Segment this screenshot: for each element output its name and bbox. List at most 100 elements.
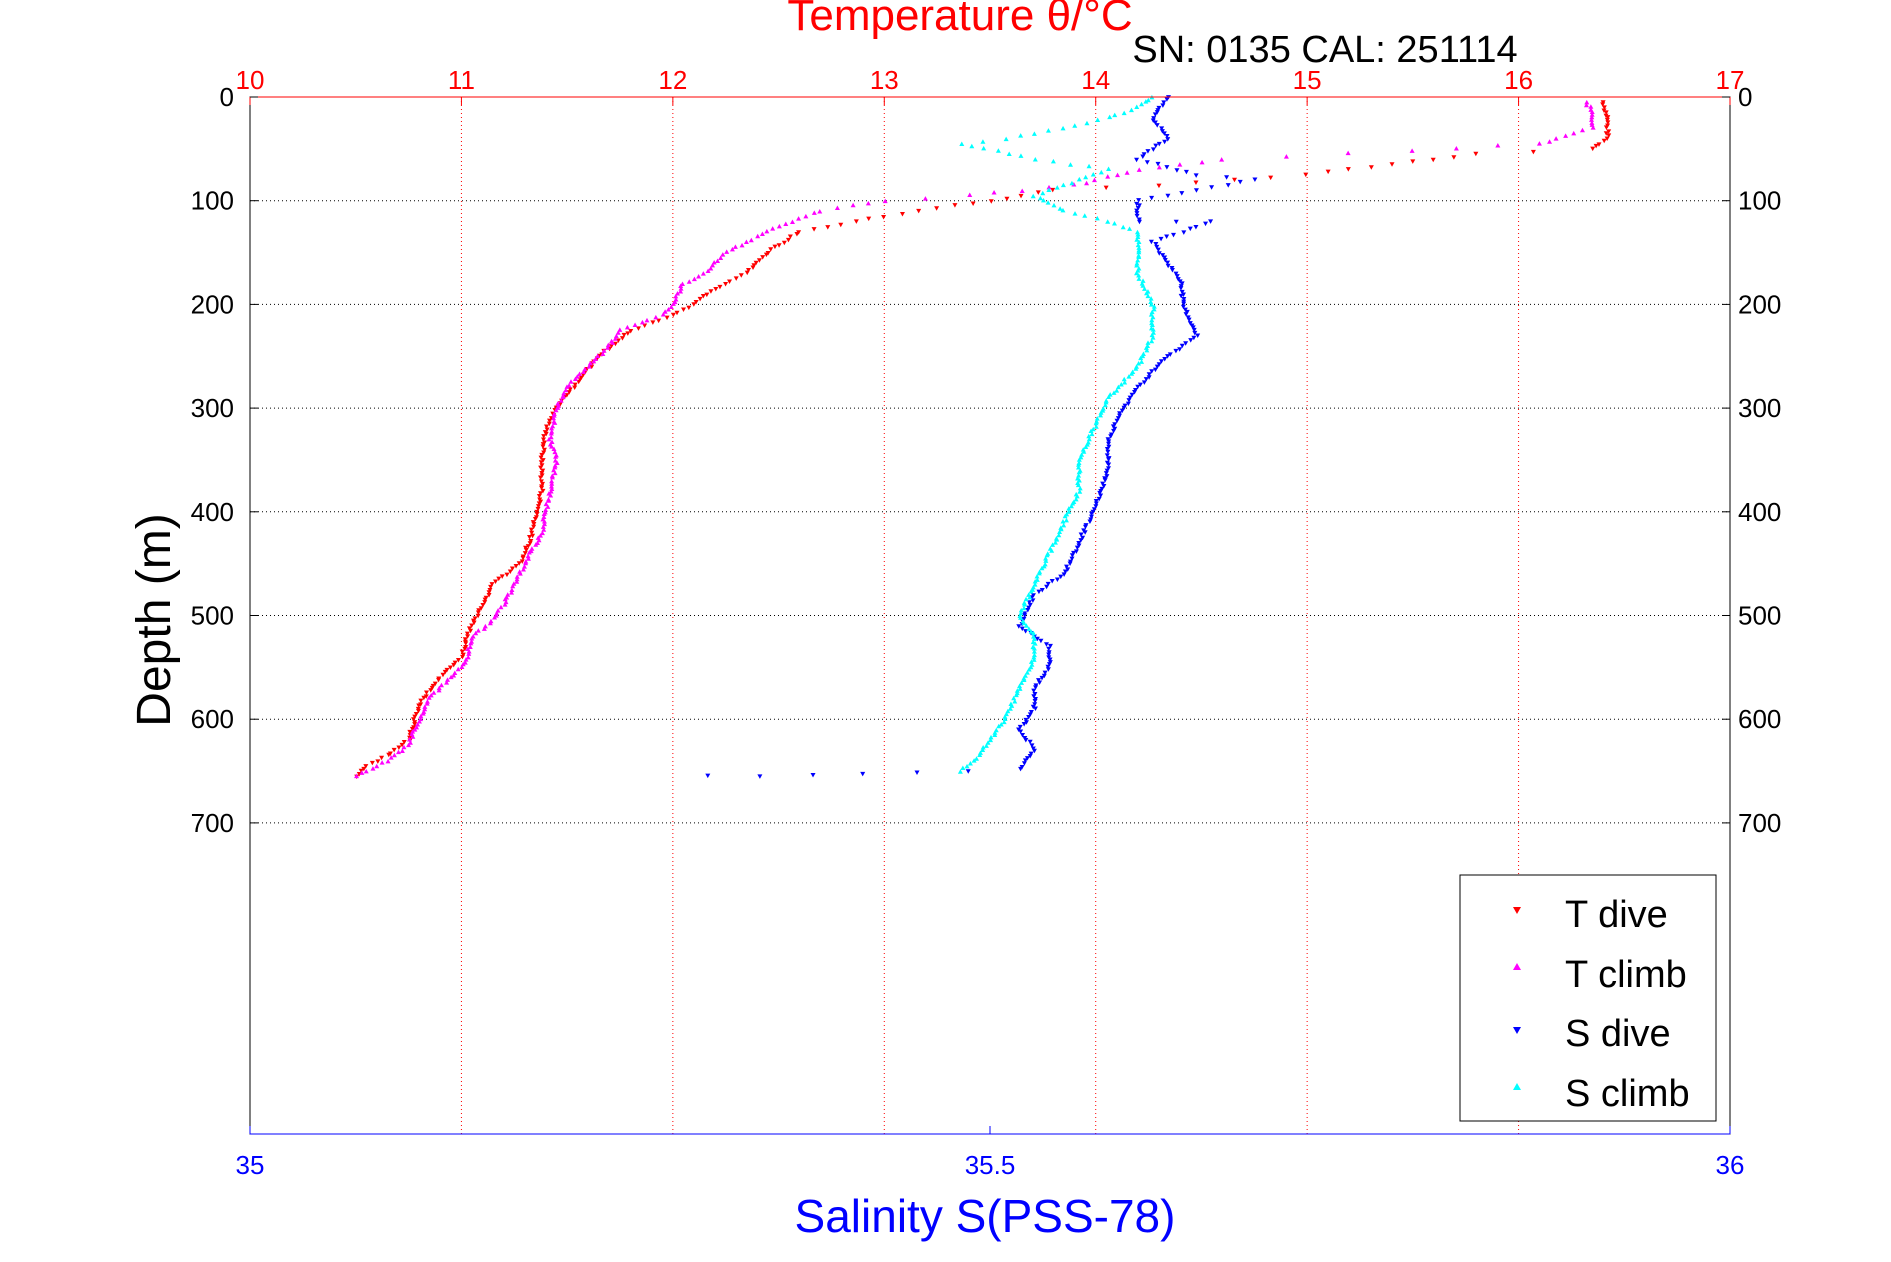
data-point: [619, 336, 625, 341]
temperature-tick-label: 10: [236, 65, 265, 95]
data-point: [1098, 410, 1104, 415]
data-point: [1190, 325, 1196, 330]
data-point: [539, 485, 545, 491]
data-point: [850, 202, 856, 208]
data-point: [1124, 170, 1130, 175]
data-point: [1069, 553, 1075, 558]
data-point: [412, 727, 418, 732]
data-point: [673, 293, 679, 299]
data-point: [1134, 213, 1140, 219]
data-point: [1589, 109, 1595, 115]
data-point: [1128, 107, 1134, 113]
data-point: [1127, 226, 1133, 231]
data-point: [1181, 301, 1187, 307]
data-point: [1030, 598, 1036, 603]
data-point: [1058, 574, 1064, 580]
depth-tick-label-right: 400: [1738, 497, 1781, 527]
data-point: [1604, 117, 1610, 123]
data-point: [1136, 254, 1142, 260]
data-point: [1154, 110, 1160, 115]
data-point: [1165, 354, 1171, 359]
data-point: [359, 770, 365, 775]
data-point: [548, 488, 554, 494]
data-point: [670, 301, 676, 306]
data-point: [1179, 191, 1185, 196]
data-point: [653, 314, 659, 320]
data-point: [538, 460, 544, 465]
legend-label-s-climb: S climb: [1565, 1073, 1690, 1115]
data-point: [374, 763, 380, 769]
data-point: [1160, 253, 1166, 258]
data-point: [1193, 225, 1199, 230]
data-point: [763, 252, 769, 258]
data-point: [1179, 289, 1185, 295]
data-point: [718, 255, 724, 260]
data-point: [1004, 196, 1010, 202]
data-point: [1173, 219, 1179, 225]
data-point: [517, 571, 523, 576]
data-point: [988, 199, 994, 204]
data-point: [563, 387, 569, 393]
data-point: [1083, 444, 1089, 450]
data-point: [1032, 706, 1038, 712]
data-point: [1056, 532, 1062, 538]
data-point: [552, 458, 558, 463]
data-point: [1603, 125, 1609, 130]
data-point: [1209, 185, 1215, 190]
data-point: [1046, 184, 1052, 190]
data-point: [1137, 382, 1143, 388]
data-point: [1020, 732, 1026, 738]
data-point: [1093, 501, 1099, 506]
data-point: [428, 692, 434, 698]
data-point: [1042, 670, 1048, 676]
data-point: [1034, 574, 1040, 579]
data-point: [1057, 529, 1063, 535]
data-point: [1064, 564, 1070, 570]
data-point: [502, 596, 508, 602]
data-point: [1060, 518, 1066, 524]
data-point: [1071, 550, 1077, 556]
data-point: [1179, 281, 1185, 286]
data-point: [1410, 159, 1416, 164]
data-point: [700, 293, 706, 299]
data-point: [1589, 112, 1595, 117]
data-point: [1547, 139, 1553, 144]
data-point: [1171, 232, 1177, 238]
data-point: [617, 327, 623, 332]
data-point: [1164, 133, 1170, 139]
data-point: [899, 212, 905, 217]
data-point: [558, 398, 564, 403]
data-point: [375, 759, 381, 764]
data-point: [1191, 327, 1197, 333]
data-point: [1032, 691, 1038, 697]
data-point: [1047, 657, 1053, 663]
data-point: [1345, 167, 1351, 172]
data-point: [760, 255, 766, 260]
data-point: [1596, 142, 1602, 147]
data-point: [723, 282, 729, 287]
data-point: [1111, 390, 1117, 395]
data-point: [586, 364, 592, 369]
data-point: [572, 385, 578, 390]
temperature-tick-label: 11: [448, 65, 475, 95]
data-point: [540, 488, 546, 494]
data-point: [660, 311, 666, 317]
data-point: [974, 756, 980, 761]
data-point: [1203, 221, 1209, 227]
data-point: [1076, 541, 1082, 546]
data-point: [1179, 343, 1185, 349]
data-point: [1150, 335, 1156, 340]
data-point: [1098, 169, 1104, 175]
data-point: [1182, 307, 1188, 313]
data-point: [420, 711, 426, 716]
data-point: [708, 266, 714, 271]
data-point: [1047, 643, 1053, 649]
data-point: [1141, 152, 1147, 157]
data-point: [1029, 743, 1035, 748]
data-point: [1136, 245, 1142, 250]
data-point: [1605, 120, 1611, 125]
series-t-dive: [354, 100, 1612, 780]
data-point: [531, 522, 537, 527]
data-point: [1121, 376, 1127, 382]
data-point: [1021, 620, 1027, 626]
